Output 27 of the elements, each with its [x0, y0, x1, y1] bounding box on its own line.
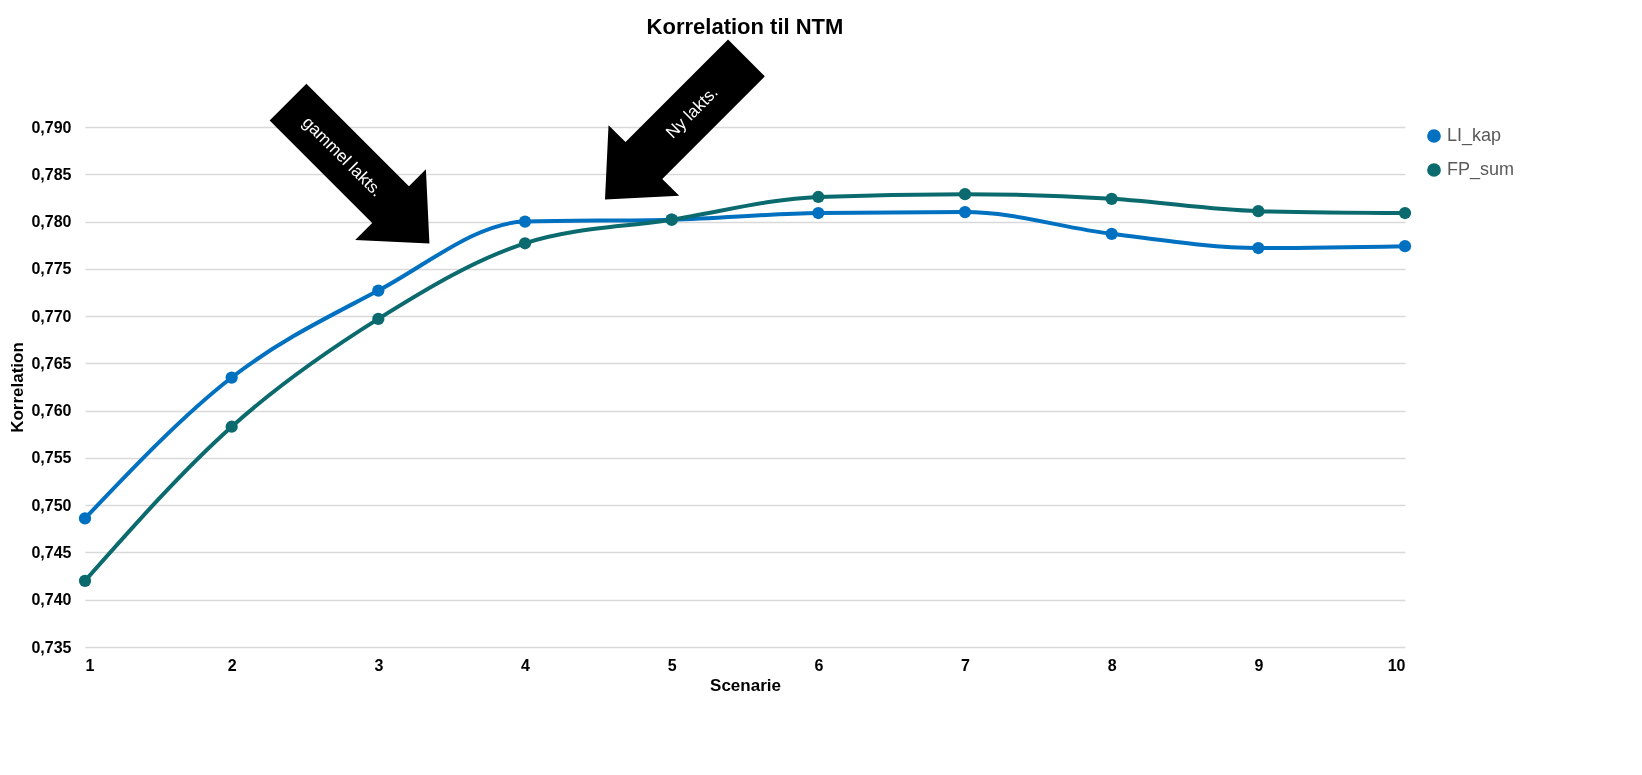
x-tick-label: 2 [227, 656, 237, 674]
y-tick-label: 0,755 [31, 449, 72, 467]
y-tick-label: 0,785 [31, 165, 72, 183]
y-tick-label: 0,760 [31, 402, 72, 420]
y-tick-label: 0,745 [31, 543, 72, 561]
x-tick-label: 8 [1107, 656, 1117, 674]
x-tick-label: 9 [1254, 656, 1264, 674]
y-tick-label: 0,770 [31, 307, 72, 325]
x-tick-label: 10 [1387, 656, 1406, 674]
x-tick-label: 5 [667, 656, 677, 674]
x-axis-title: Scenarie [710, 675, 781, 695]
x-tick-label: 4 [521, 656, 531, 674]
x-tick-label: 1 [85, 656, 95, 674]
x-tick-label: 6 [814, 656, 824, 674]
y-tick-label: 0,750 [31, 496, 72, 514]
y-tick-label: 0,775 [31, 260, 72, 278]
y-axis-title: Korrelation [8, 342, 28, 433]
x-tick-label: 7 [961, 656, 971, 674]
y-tick-label: 0,780 [31, 213, 72, 231]
y-tick-label: 0,735 [31, 638, 72, 656]
chart-title: Korrelation til NTM [646, 14, 844, 39]
x-tick-label: 3 [374, 656, 384, 674]
legend-label: FP_sum [1447, 159, 1515, 180]
y-tick-label: 0,765 [31, 354, 72, 372]
y-tick-label: 0,790 [31, 118, 72, 136]
y-tick-label: 0,740 [31, 591, 72, 609]
legend-label: LI_kap [1447, 125, 1502, 146]
